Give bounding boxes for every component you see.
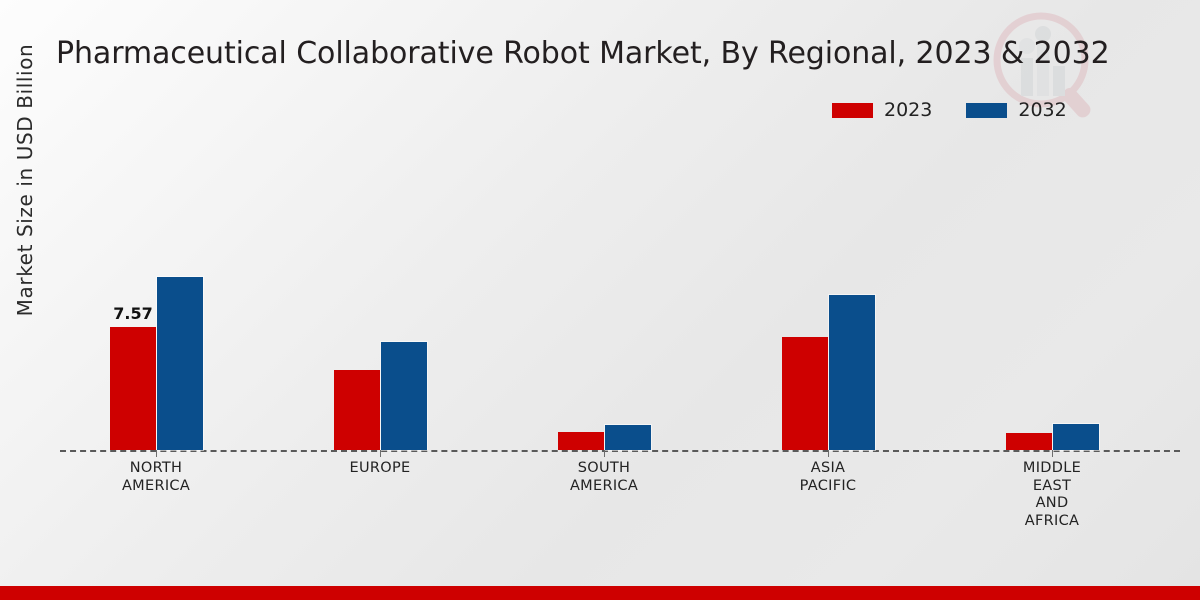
x-axis-tick-asia-pacific	[828, 450, 829, 457]
x-axis-tick-middle-east-africa	[1052, 450, 1053, 457]
bar-2032-middle-east-africa[interactable]	[1053, 423, 1099, 450]
x-axis-label-middle-east-africa: MIDDLE EAST AND AFRICA	[1022, 460, 1082, 529]
x-axis-tick-europe	[380, 450, 381, 457]
y-axis-title: Market Size in USD Billion	[13, 43, 37, 317]
x-axis-label-north-america: NORTH AMERICA	[121, 460, 191, 494]
bar-2023-middle-east-africa[interactable]	[1006, 432, 1052, 450]
bar-2023-north-america[interactable]: 7.57	[110, 304, 156, 450]
bar-2032-asia-pacific[interactable]	[829, 295, 875, 450]
legend-swatch-2032	[966, 103, 1008, 118]
bar-2032-north-america[interactable]	[157, 277, 203, 450]
x-axis-label-asia-pacific: ASIA PACIFIC	[799, 460, 857, 494]
x-axis-label-europe: EUROPE	[349, 460, 411, 476]
legend-label-2023: 2023	[884, 99, 933, 121]
bar-2023-europe[interactable]	[334, 369, 380, 450]
x-axis-baseline	[60, 450, 1180, 452]
plot-area: 7.57 NORTH AMERICA EUROPE SOUTH AMERICA ASIA PA…	[60, 140, 1180, 529]
x-axis-tick-north-america	[156, 450, 157, 457]
footer-accent-bar	[0, 586, 1200, 600]
legend-item-2032[interactable]: 2032	[966, 99, 1067, 121]
x-axis-tick-south-america	[604, 450, 605, 457]
bar-2023-asia-pacific[interactable]	[782, 337, 828, 450]
legend-item-2023[interactable]: 2023	[832, 101, 932, 120]
bar-2032-europe[interactable]	[381, 342, 427, 450]
bar-2023-south-america[interactable]	[558, 431, 604, 450]
bar-value-label-north-america: 7.57	[113, 303, 153, 323]
bar-2032-south-america[interactable]	[605, 424, 651, 450]
chart-title: Pharmaceutical Collaborative Robot Marke…	[56, 36, 1110, 71]
chart-legend: 2023 2032	[832, 101, 1067, 120]
x-axis-label-south-america: SOUTH AMERICA	[569, 460, 639, 494]
legend-label-2032: 2032	[1018, 99, 1067, 121]
legend-swatch-2023	[832, 103, 873, 118]
